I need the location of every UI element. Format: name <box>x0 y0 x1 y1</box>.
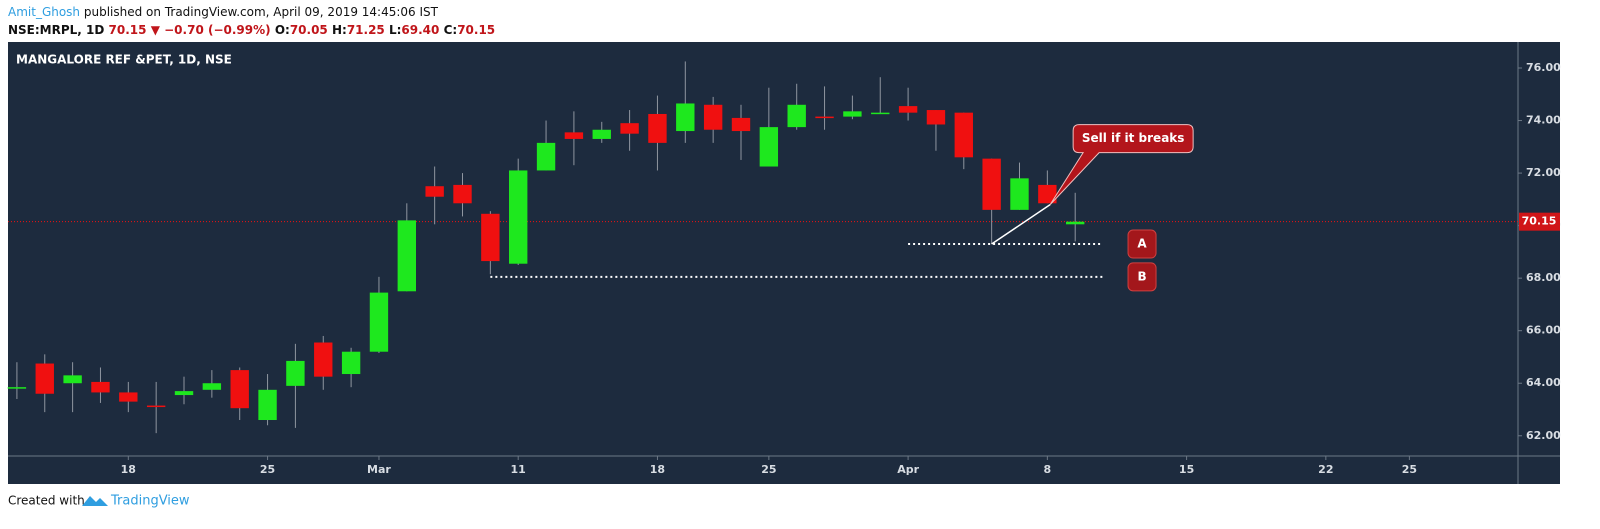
x-tick-label: Mar <box>367 463 391 476</box>
x-tick-label: Apr <box>897 463 919 476</box>
ohlc-o-key: O: <box>275 23 290 37</box>
chart-panel <box>8 42 1560 484</box>
last-price-badge <box>1519 212 1560 231</box>
header-line-2: NSE:MRPL, 1D 70.15 ▼ −0.70 (−0.99%) O:70… <box>8 23 495 37</box>
candle-body <box>843 111 862 117</box>
candle-body <box>676 103 695 132</box>
footer-created: Created with <box>8 494 85 508</box>
candle-body <box>258 389 277 421</box>
candle-body <box>815 116 834 119</box>
candle-body <box>481 213 500 262</box>
x-tick-label: 22 <box>1318 463 1333 476</box>
published: published on TradingView.com, April 09, … <box>84 5 439 19</box>
x-tick-label: 25 <box>260 463 275 476</box>
y-tick-label: 64.00 <box>1526 376 1561 389</box>
header-line-1: Amit_Ghosh published on TradingView.com,… <box>8 5 439 19</box>
candle-body <box>286 360 305 386</box>
candle-body <box>648 113 667 143</box>
price: 70.15 <box>109 23 147 37</box>
level-badge <box>1127 262 1157 292</box>
x-tick-label: 25 <box>1402 463 1417 476</box>
candle-body <box>341 351 361 375</box>
candle-body <box>592 129 611 139</box>
candle-body <box>509 170 528 264</box>
candle-body <box>146 405 166 408</box>
x-tick-label: 18 <box>650 463 665 476</box>
plot: 62.0064.0066.0068.0070.0072.0074.0076.00… <box>7 61 1561 476</box>
candle-body <box>1038 184 1057 204</box>
candle-body <box>63 375 82 384</box>
ohlc-l-key: L: <box>389 23 401 37</box>
tv-logo-shape <box>82 496 108 506</box>
x-tick-label: 11 <box>511 463 526 476</box>
y-tick-label: 66.00 <box>1526 324 1561 337</box>
candle-body <box>425 186 444 197</box>
level-label: B <box>1137 269 1146 283</box>
y-tick-label: 72.00 <box>1526 166 1561 179</box>
tv-logo <box>82 496 108 506</box>
level-label: A <box>1137 237 1147 251</box>
ohlc-c-key: C: <box>444 23 458 37</box>
candle-body <box>1066 221 1085 225</box>
candle-body <box>7 387 27 389</box>
candle-body <box>954 112 973 158</box>
ohlc-o: 70.05 <box>290 23 328 37</box>
arrow: ▼ <box>151 23 161 37</box>
candle-body <box>369 292 389 352</box>
candle-body <box>731 117 751 132</box>
y-tick-label: 74.00 <box>1526 114 1561 127</box>
last-price-label: 70.15 <box>1522 215 1557 228</box>
y-tick-label: 62.00 <box>1526 429 1561 442</box>
candle-body <box>926 110 946 125</box>
callout-text: Sell if it breaks <box>1082 131 1185 145</box>
candle-body <box>1010 178 1029 210</box>
symbol: NSE:MRPL, 1D <box>8 23 104 37</box>
candle-body <box>230 370 249 409</box>
candle-body <box>202 383 222 390</box>
ohlc-c: 70.15 <box>457 23 495 37</box>
candle-body <box>536 142 556 171</box>
candle-body <box>703 104 723 130</box>
level-badge <box>1127 229 1157 259</box>
chart-title: MANGALORE REF &PET, 1D, NSE <box>16 53 232 67</box>
candle-body <box>397 220 416 292</box>
x-tick-label: 25 <box>761 463 776 476</box>
candle-body <box>119 392 138 402</box>
candle-body <box>91 381 110 393</box>
candle-body <box>759 127 779 167</box>
x-tick-label: 18 <box>121 463 136 476</box>
candle-body <box>564 132 584 139</box>
candle-body <box>871 112 890 115</box>
ohlc-l: 69.40 <box>401 23 439 37</box>
candle-body <box>787 104 806 128</box>
change: −0.70 (−0.99%) <box>164 23 271 37</box>
candle-body <box>620 123 639 134</box>
callout-box <box>1049 124 1194 205</box>
candle-body <box>314 342 333 377</box>
candle-body <box>174 391 194 396</box>
footer-brand: TradingView <box>110 494 190 509</box>
candle-body <box>982 158 1001 210</box>
candle-body <box>35 363 54 394</box>
candle-body <box>898 106 918 113</box>
ohlc-h: 71.25 <box>347 23 385 37</box>
y-tick-label: 68.00 <box>1526 271 1561 284</box>
trendline <box>991 203 1051 245</box>
y-tick-label: 76.00 <box>1526 61 1561 74</box>
candle-body <box>453 184 472 204</box>
author: Amit_Ghosh <box>8 5 80 19</box>
x-tick-label: 8 <box>1044 463 1052 476</box>
ohlc-h-key: H: <box>332 23 347 37</box>
x-tick-label: 15 <box>1179 463 1194 476</box>
